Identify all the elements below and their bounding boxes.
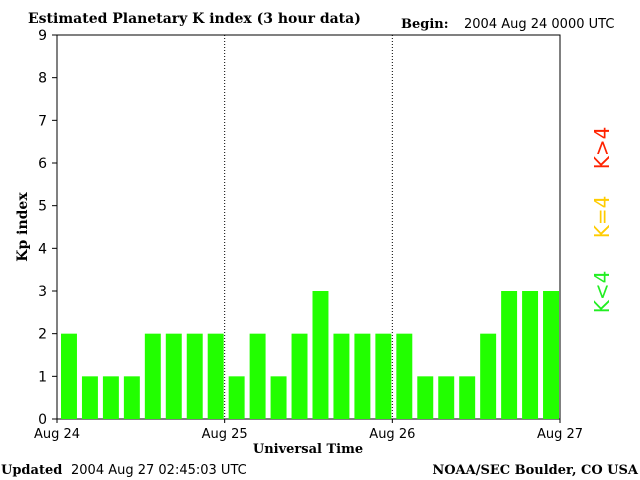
kp-bar	[144, 333, 161, 419]
x-axis-label: Universal Time	[253, 442, 363, 457]
kp-bar	[417, 376, 434, 419]
kp-bar	[228, 376, 245, 419]
y-tick-label: 2	[38, 327, 47, 343]
kp-bar	[102, 376, 119, 419]
y-tick-label: 6	[38, 156, 47, 172]
y-tick-label: 9	[38, 28, 47, 44]
y-axis-ticks: 0 1 2 3 4 5 6 7 8 9	[38, 28, 57, 428]
day-dividers	[224, 35, 393, 419]
kp-bar	[123, 376, 140, 419]
kp-bar	[165, 333, 182, 419]
kp-bar	[207, 333, 224, 419]
plot-frame	[56, 34, 561, 420]
kp-bar	[543, 291, 559, 419]
kp-bar	[61, 333, 77, 419]
footer-credit: NOAA/SEC Boulder, CO USA	[432, 463, 639, 478]
y-tick-label: 4	[38, 241, 47, 257]
kp-bar	[354, 333, 371, 419]
y-tick-label: 7	[38, 113, 47, 129]
kp-bar	[186, 333, 203, 419]
kp-bar	[81, 376, 98, 419]
kp-bar	[501, 291, 518, 419]
kp-bar	[270, 376, 287, 419]
y-tick-label: 3	[38, 284, 47, 300]
kp-bar	[249, 333, 266, 419]
chart-title: Estimated Planetary K index (3 hour data…	[28, 11, 361, 27]
x-tick-label: Aug 25	[202, 427, 248, 442]
x-tick-label: Aug 27	[537, 427, 583, 442]
kp-bar	[333, 333, 350, 419]
y-tick-label: 0	[38, 412, 47, 428]
kp-bar	[480, 333, 497, 419]
y-tick-label: 5	[38, 199, 47, 215]
kp-bar	[312, 291, 329, 419]
legend-k-equal-4: K=4	[590, 196, 614, 239]
legend-k-less-4: K<4	[590, 271, 614, 314]
x-axis-ticks: Aug 24 Aug 25 Aug 26 Aug 27	[34, 419, 583, 442]
y-tick-label: 8	[38, 71, 47, 87]
kp-bar	[375, 333, 392, 419]
y-tick-label: 1	[38, 369, 47, 385]
x-tick-label: Aug 24	[34, 427, 80, 442]
bars	[61, 291, 559, 419]
kp-bar	[291, 333, 308, 419]
y-axis-label: Kp index	[15, 192, 31, 262]
updated-value: 2004 Aug 27 02:45:03 UTC	[71, 463, 247, 478]
kp-bar	[459, 376, 476, 419]
kp-bar	[396, 333, 413, 419]
legend-k-greater-4: K>4	[590, 127, 614, 170]
begin-value: 2004 Aug 24 0000 UTC	[464, 17, 614, 32]
x-tick-label: Aug 26	[369, 427, 415, 442]
updated-label: Updated	[1, 463, 62, 478]
kp-bar	[522, 291, 539, 419]
begin-label: Begin:	[401, 17, 449, 32]
kp-bar	[438, 376, 455, 419]
